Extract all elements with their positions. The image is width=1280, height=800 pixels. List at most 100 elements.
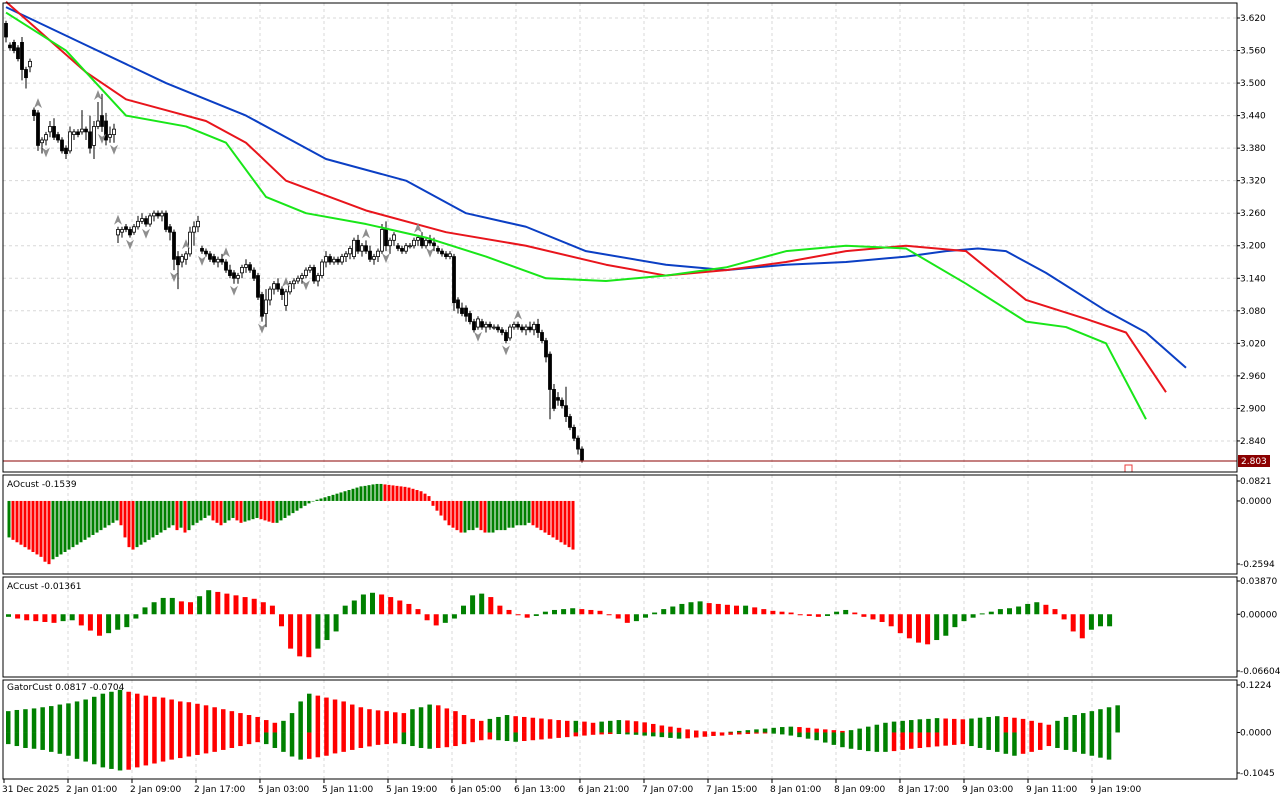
ac-tick-label: 0.00000	[1240, 610, 1277, 620]
ao-bar	[303, 500, 307, 506]
gator-upper-bar	[1106, 707, 1112, 733]
gator-upper-bar	[780, 727, 785, 733]
gator-lower-bar	[934, 732, 940, 747]
candle-body	[448, 253, 452, 257]
gator-lower-bar	[212, 732, 217, 752]
gator-panel[interactable]	[6, 689, 1120, 771]
ac-bar	[506, 609, 512, 615]
ac-bar	[60, 614, 66, 622]
gator-lower-bar	[324, 732, 329, 756]
price-panel[interactable]	[3, 0, 1237, 473]
ac-bar	[242, 597, 248, 615]
ao-panel[interactable]	[7, 483, 575, 565]
ao-bar	[43, 500, 47, 562]
gator-lower-bar	[823, 732, 828, 743]
gator-upper-bar	[272, 722, 278, 733]
ac-bar	[87, 614, 93, 631]
candle-body	[40, 139, 44, 144]
gator-upper-bar	[255, 716, 260, 733]
candle-body	[480, 321, 484, 328]
candle-body	[428, 239, 432, 244]
gator-lower-bar	[573, 732, 579, 737]
gator-lower-bar	[109, 732, 114, 769]
candle-body	[348, 248, 352, 255]
gator-lower-bar	[590, 732, 596, 735]
ao-bar	[331, 494, 335, 501]
ac-bar	[743, 605, 749, 615]
gator-upper-bar	[341, 701, 346, 733]
gator-upper-bar	[883, 722, 888, 733]
ao-bar	[519, 500, 523, 526]
candle-body	[324, 256, 328, 263]
candle-body	[416, 237, 420, 241]
candle-body	[44, 134, 48, 141]
ao-bar	[27, 500, 31, 550]
candle-body	[36, 112, 40, 146]
gator-lower-bar	[350, 732, 355, 750]
ao-bar	[127, 500, 131, 548]
gator-lower-bar	[659, 732, 665, 738]
gator-upper-bar	[212, 707, 217, 733]
gator-upper-bar	[470, 718, 475, 733]
ac-bar	[943, 614, 949, 636]
gator-upper-bar	[1089, 711, 1095, 733]
candle-body	[396, 245, 400, 249]
ao-bar	[55, 500, 59, 557]
gator-upper-bar	[49, 706, 54, 733]
ao-bar	[247, 500, 251, 521]
ao-bar	[35, 500, 39, 555]
ao-bar	[111, 500, 115, 523]
ao-bar	[411, 488, 415, 501]
candle-body	[12, 42, 16, 51]
ao-bar	[211, 500, 215, 521]
gator-lower-bar	[40, 732, 45, 750]
ac-bar	[1043, 604, 1049, 615]
ao-bar	[235, 500, 239, 521]
time-tick-label: 5 Jan 11:00	[322, 785, 374, 795]
time-tick-label: 8 Jan 17:00	[898, 785, 950, 795]
gator-upper-bar	[891, 721, 897, 733]
gator-lower-bar	[1106, 732, 1112, 760]
ao-bar	[291, 500, 295, 514]
ac-bar	[679, 603, 685, 615]
candle-body	[356, 239, 360, 252]
gator-lower-bar	[14, 732, 20, 747]
candle-body	[440, 250, 444, 255]
candle-body	[228, 269, 232, 276]
time-tick-label: 8 Jan 09:00	[834, 785, 886, 795]
gator-lower-bar	[393, 732, 398, 744]
gator-upper-bar	[169, 699, 174, 733]
gator-upper-bar	[444, 708, 450, 733]
ao-bar	[163, 500, 167, 531]
gator-upper-bar	[676, 727, 682, 733]
time-tick-label: 7 Jan 15:00	[706, 785, 758, 795]
gator-upper-bar	[737, 730, 742, 733]
candle-body	[224, 261, 228, 271]
candle-body	[244, 264, 248, 268]
fractal-up-marker	[514, 309, 522, 320]
ao-bar	[499, 500, 503, 531]
ac-panel[interactable]	[6, 590, 1113, 658]
ac-bar	[861, 614, 867, 617]
gator-upper-bar	[573, 720, 579, 733]
gator-upper-bar	[788, 726, 794, 733]
ao-bar	[267, 500, 271, 522]
ac-bar	[1061, 614, 1067, 620]
ac-bar	[734, 605, 739, 615]
gator-upper-bar	[487, 718, 493, 733]
candle-body	[424, 239, 428, 247]
candle-body	[548, 353, 552, 390]
ao-bar	[167, 500, 171, 528]
candle-body	[508, 326, 512, 339]
ao-bar	[79, 500, 83, 543]
gator-lower-bar	[66, 732, 71, 756]
gator-lower-bar	[298, 732, 303, 760]
candle-body	[76, 131, 80, 135]
ac-bar	[570, 608, 576, 615]
ao-bar	[347, 490, 351, 501]
gator-upper-bar	[350, 704, 355, 733]
ao-bar	[119, 500, 123, 526]
jaw-line	[5, 6, 1187, 369]
gator-upper-bar	[92, 696, 97, 733]
